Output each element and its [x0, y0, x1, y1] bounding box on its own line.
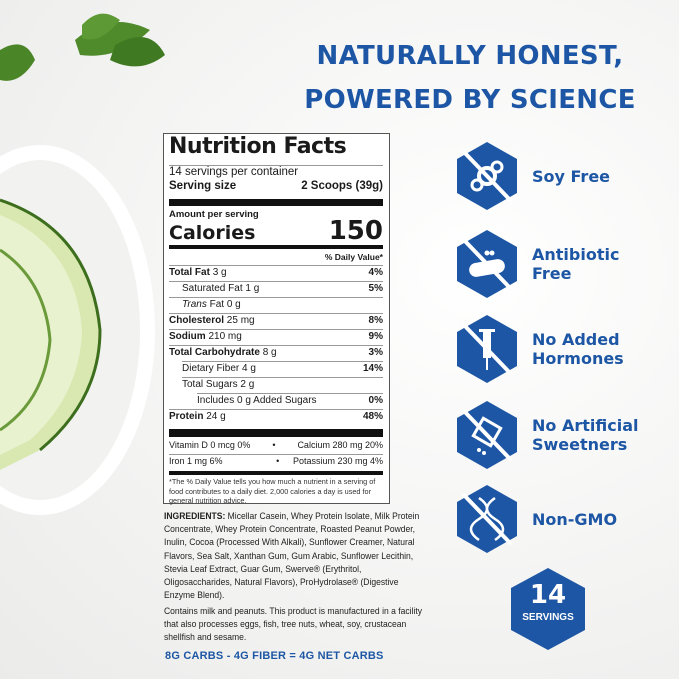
micronutrient-row: Vitamin D 0 mcg 0% • Calcium 280 mg 20%	[169, 440, 383, 450]
nutrient-row: Includes 0 g Added Sugars 0%	[197, 395, 383, 406]
no-sweeteners-icon	[455, 400, 519, 470]
servings-per-container: 14 servings per container	[169, 166, 299, 178]
allergen-statement: Contains milk and peanuts. This product …	[164, 606, 423, 643]
nutrition-facts-label: Nutrition Facts 14 servings per containe…	[163, 133, 390, 505]
net-carbs: 8G CARBS - 4G FIBER = 4G NET CARBS	[165, 650, 384, 662]
feature-non-gmo: Non-GMO	[455, 484, 675, 554]
calories-row: Calories 150	[169, 216, 383, 246]
nutrient-row: Total Carbohydrate 8 g 3%	[169, 347, 383, 358]
non-gmo-icon	[455, 484, 519, 554]
feature-label: Soy Free	[532, 166, 611, 186]
nutrient-row: Total Fat 3 g 4%	[169, 267, 383, 278]
soy-free-icon	[455, 141, 519, 211]
amount-per-serving: Amount per serving	[169, 209, 259, 220]
feature-no-sweeteners: No Artificial Sweetners	[455, 400, 675, 470]
micronutrient-row: Iron 1 mg 6% • Potassium 230 mg 4%	[169, 456, 383, 466]
servings-badge: 14 SERVINGS	[505, 566, 591, 652]
headline: NATURALLY HONEST, POWERED BY SCIENCE	[270, 34, 670, 122]
antibiotic-free-icon	[455, 229, 519, 299]
headline-line-1: NATURALLY HONEST,	[316, 41, 624, 71]
feature-soy-free: Soy Free	[455, 141, 675, 211]
daily-value-footnote: *The % Daily Value tells you how much a …	[169, 477, 376, 505]
nutrient-row: Protein 24 g 48%	[169, 411, 383, 422]
nutrient-row: Cholesterol 25 mg 8%	[169, 315, 383, 326]
daily-value-header: % Daily Value*	[324, 252, 383, 262]
feature-label: Antibiotic Free	[532, 245, 620, 283]
ingredients: INGREDIENTS: Micellar Casein, Whey Prote…	[164, 511, 420, 601]
feature-antibiotic-free: Antibiotic Free	[455, 229, 675, 299]
headline-line-2: POWERED BY SCIENCE	[304, 85, 636, 115]
no-hormones-icon	[455, 314, 519, 384]
feature-no-hormones: No Added Hormones	[455, 314, 675, 384]
feature-label: No Artificial Sweetners	[532, 416, 639, 454]
feature-label: Non-GMO	[532, 509, 618, 529]
nutrient-row: Saturated Fat 1 g 5%	[182, 283, 383, 294]
feature-label: No Added Hormones	[532, 330, 624, 368]
nutrient-row: Trans Fat 0 g	[182, 299, 241, 310]
cucumber-basil-image	[0, 13, 165, 515]
nutrient-row: Total Sugars 2 g	[182, 379, 255, 390]
hexagon-badge-icon	[511, 568, 585, 650]
serving-size-row: Serving size 2 Scoops (39g)	[169, 180, 383, 192]
nutrient-row: Sodium 210 mg 9%	[169, 331, 383, 342]
nutrition-title: Nutrition Facts	[169, 134, 347, 159]
nutrient-row: Dietary Fiber 4 g 14%	[182, 363, 383, 374]
